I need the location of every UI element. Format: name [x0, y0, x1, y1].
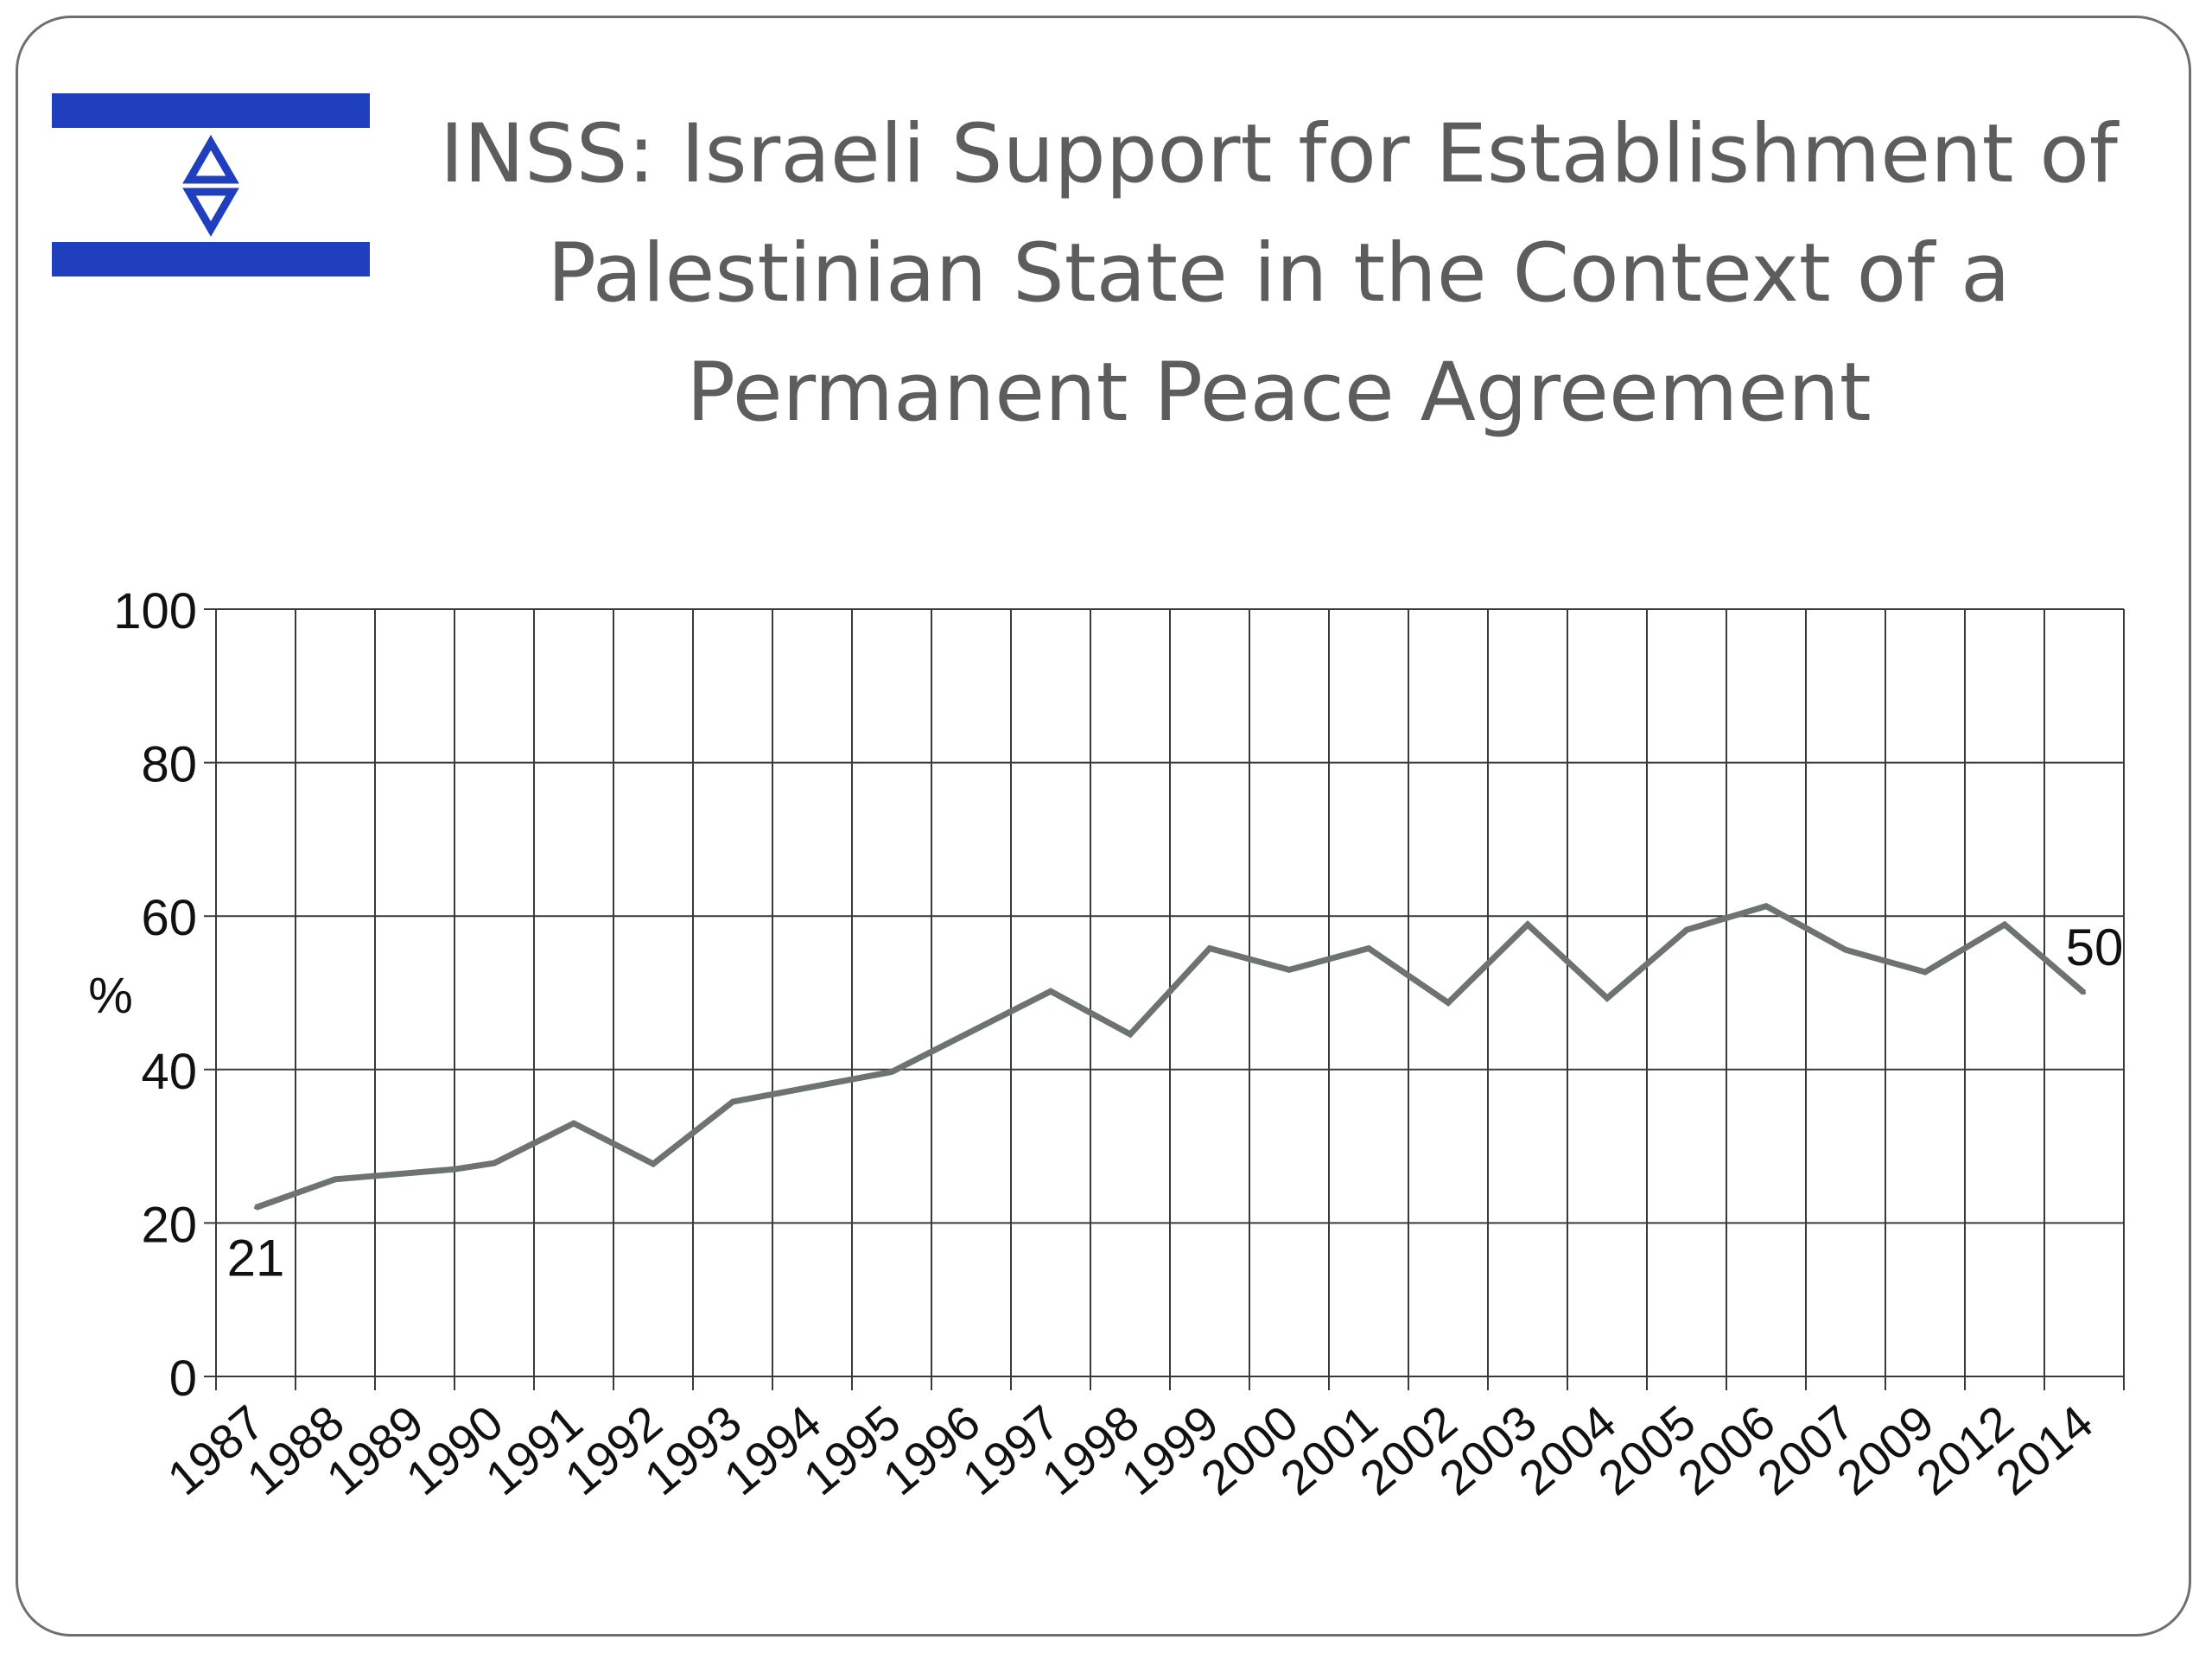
y-axis-label: %	[88, 968, 133, 1024]
y-tick-label: 80	[141, 737, 197, 793]
data-point	[1208, 946, 1211, 950]
slide-frame	[16, 16, 2191, 1637]
data-point	[731, 1100, 734, 1104]
data-point	[493, 1161, 496, 1166]
title-line-1: INSS: Israeli Support for Establishment …	[439, 107, 2118, 201]
data-point	[1605, 996, 1609, 1001]
data-point	[1685, 928, 1688, 932]
data-point	[1526, 922, 1529, 926]
data-point	[1844, 948, 1847, 952]
data-point	[652, 1162, 655, 1166]
data-point	[890, 1070, 893, 1074]
title-line-2: Palestinian State in the Context of a	[547, 226, 2011, 321]
data-point	[1446, 1001, 1450, 1005]
data-point	[2082, 991, 2086, 995]
data-point	[254, 1205, 257, 1210]
y-tick-label: 40	[141, 1044, 197, 1100]
y-tick-label: 20	[141, 1197, 197, 1253]
data-point	[1128, 1032, 1132, 1036]
page-title: INSS: Israeli Support for Establishment …	[389, 95, 2169, 453]
data-point	[1367, 946, 1370, 950]
data-point	[572, 1121, 575, 1125]
data-point	[334, 1177, 337, 1181]
title-line-3: Permanent Peace Agreement	[686, 346, 1872, 440]
data-point	[1049, 989, 1052, 994]
data-point	[2003, 922, 2006, 926]
data-point	[1923, 970, 1927, 975]
data-point	[453, 1167, 456, 1172]
x-tick-label: 2014	[1986, 1395, 2103, 1505]
data-label: 21	[227, 1230, 285, 1287]
y-tick-label: 0	[169, 1351, 197, 1407]
data-label: 50	[2066, 918, 2124, 976]
data-point	[1764, 904, 1768, 908]
series-line	[254, 902, 2087, 1211]
y-tick-label: 100	[113, 583, 197, 639]
y-tick-label: 60	[141, 890, 197, 946]
data-point	[1287, 968, 1291, 972]
israel-flag-icon	[52, 93, 370, 276]
